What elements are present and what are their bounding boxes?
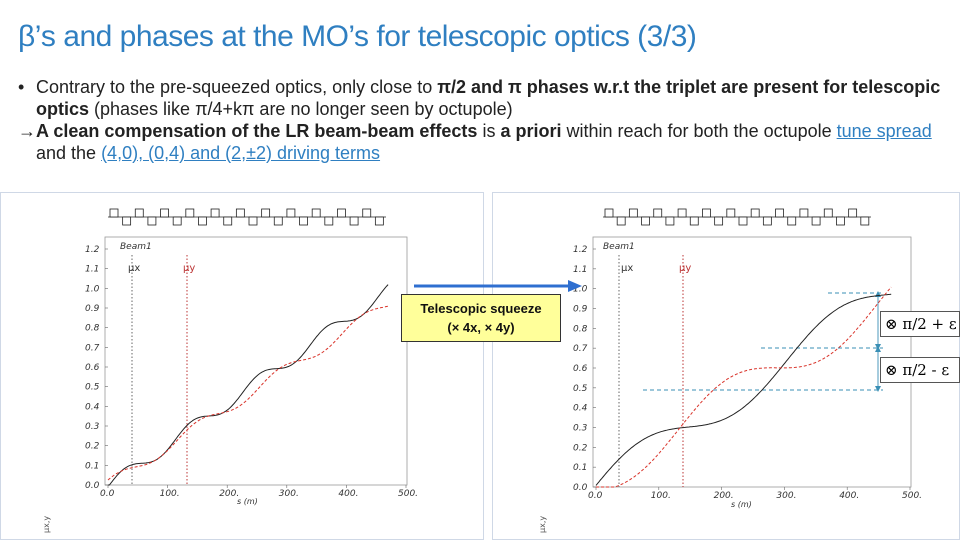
y-tick-label: 0.5 xyxy=(85,383,100,393)
y-tick-label: 0.5 xyxy=(573,384,588,394)
bullet-1-text-a: Contrary to the pre-squeezed optics, onl… xyxy=(36,77,438,97)
slide-title: β’s and phases at the MO’s for telescopi… xyxy=(18,20,697,53)
right-y-ticks: 0.0 0.1 0.2 0.3 0.4 0.5 0.6 0.7 0.8 0.9 1.0 1.1 1.2 xyxy=(573,245,596,493)
x-tick-label: 500. xyxy=(398,489,418,499)
phase-plus-eps-label: ⊗ π/2 + ε xyxy=(880,311,960,337)
bullet-2-text-a: is xyxy=(477,121,501,141)
bullet-2-bold-1: A clean compensation of the LR beam-beam… xyxy=(36,121,478,141)
y-tick-label: 1.1 xyxy=(85,265,99,275)
y-tick-label: 1.0 xyxy=(85,284,100,294)
x-tick-label: 0.0 xyxy=(588,491,603,501)
left-muy-curve xyxy=(107,305,389,481)
x-tick-label: 200. xyxy=(219,489,239,499)
right-plot-frame xyxy=(592,236,912,488)
x-tick-label: 400. xyxy=(338,489,358,499)
tune-spread-link[interactable]: tune spread xyxy=(836,121,932,141)
x-tick-label: 100. xyxy=(651,491,671,501)
y-tick-label: 0.4 xyxy=(85,402,100,412)
right-muy-label: μy xyxy=(679,263,691,274)
phase-minus-eps-label: ⊗ π/2 - ε xyxy=(880,357,960,383)
right-mux-curve xyxy=(595,293,892,486)
bullet-2-text-b: within reach for both the octupole xyxy=(561,121,837,141)
callout-line-2: (× 4x, × 4y) xyxy=(447,320,515,335)
bullet-2: →A clean compensation of the LR beam-bea… xyxy=(18,120,948,164)
driving-terms-link[interactable]: (4,0), (0,4) and (2,±2) driving terms xyxy=(101,143,381,163)
left-plot-panel: Beam1 μx μy 0.0 0.1 0.2 0.3 0.4 0.5 0.6 0.7 0.8 0… xyxy=(0,192,484,540)
right-mux-label: μx xyxy=(621,263,633,274)
left-lattice-strip xyxy=(108,208,386,226)
x-tick-label: 300. xyxy=(776,491,796,501)
left-mux-label: μx xyxy=(128,263,140,274)
left-muy-label: μy xyxy=(183,263,195,274)
y-tick-label: 0.4 xyxy=(573,404,588,414)
x-tick-label: 100. xyxy=(160,489,180,499)
x-tick-label: 500. xyxy=(902,491,922,501)
left-x-axis-label: s (m) xyxy=(237,497,258,506)
arrowhead-icon xyxy=(875,346,881,352)
y-tick-label: 0.0 xyxy=(85,481,100,491)
left-phase-plot: Beam1 μx μy 0.00.10.20.30.40.50.60.70.80… xyxy=(42,208,418,533)
x-tick-label: 200. xyxy=(714,491,734,501)
y-tick-label: 1.1 xyxy=(573,265,587,275)
right-phase-plot: Beam1 μx μy 0.00.10.20.30.40.50.60.70.80… xyxy=(538,208,922,533)
right-x-axis-label: s (m) xyxy=(731,500,752,509)
bullet-2-bold-2: a priori xyxy=(500,121,562,141)
telescopic-squeeze-callout: Telescopic squeeze (× 4x, × 4y) xyxy=(401,294,561,342)
y-tick-label: 0.2 xyxy=(573,443,588,453)
y-tick-label: 0.8 xyxy=(85,324,100,334)
bullet-2-text-c: and the xyxy=(36,143,102,163)
y-tick-label: 0.7 xyxy=(573,344,588,354)
left-y-axis-label: μx,y xyxy=(42,516,51,533)
right-beam-label: Beam1 xyxy=(603,242,635,252)
y-tick-label: 0.9 xyxy=(85,304,100,314)
right-lattice-strip xyxy=(603,208,871,226)
bullet-list: • Contrary to the pre-squeezed optics, on… xyxy=(18,76,948,164)
arrowhead-icon xyxy=(875,386,881,392)
bullet-1-text-b: (phases like π/4+kπ are no longer seen b… xyxy=(89,99,513,119)
left-y-ticks: 0.0 0.1 0.2 0.3 0.4 0.5 0.6 0.7 0.8 0.9 1.0 1.1 1.2 xyxy=(85,245,108,491)
left-beam-label: Beam1 xyxy=(120,242,152,252)
y-tick-label: 0.0 xyxy=(573,483,588,493)
y-tick-label: 0.2 xyxy=(85,442,100,452)
left-x-ticks: 0.0 100. 200. 300. 400. 500. xyxy=(100,485,418,499)
y-tick-label: 0.3 xyxy=(573,424,588,434)
callout-line-1: Telescopic squeeze xyxy=(420,301,542,316)
bullet-1-bold: π/2 and π phases w.r.t the triplet are p… xyxy=(36,77,941,119)
y-tick-label: 1.2 xyxy=(573,245,588,255)
y-tick-label: 0.1 xyxy=(85,461,99,471)
bullet-1: • Contrary to the pre-squeezed optics, on… xyxy=(18,76,948,120)
right-x-ticks: 0.0 100. 200. 300. 400. 500. xyxy=(588,487,922,501)
y-tick-label: 0.3 xyxy=(85,422,100,432)
y-tick-label: 0.6 xyxy=(85,363,100,373)
y-tick-label: 0.9 xyxy=(573,305,588,315)
x-tick-label: 0.0 xyxy=(100,489,115,499)
squeeze-arrow-icon xyxy=(414,280,582,292)
left-plot-frame xyxy=(104,236,408,486)
x-tick-label: 400. xyxy=(839,491,859,501)
y-tick-label: 0.7 xyxy=(85,343,100,353)
y-tick-label: 1.2 xyxy=(85,245,100,255)
x-tick-label: 300. xyxy=(279,489,299,499)
y-tick-label: 0.6 xyxy=(573,364,588,374)
right-muy-curve xyxy=(596,286,892,488)
bullet-dot: • xyxy=(18,77,25,97)
left-mux-curve xyxy=(108,284,389,486)
y-tick-label: 0.8 xyxy=(573,324,588,334)
y-tick-label: 0.1 xyxy=(573,463,587,473)
right-y-axis-label: μx,y xyxy=(538,516,547,533)
y-tick-label: 1.0 xyxy=(573,285,588,295)
arrow-right-icon: → xyxy=(18,121,36,141)
